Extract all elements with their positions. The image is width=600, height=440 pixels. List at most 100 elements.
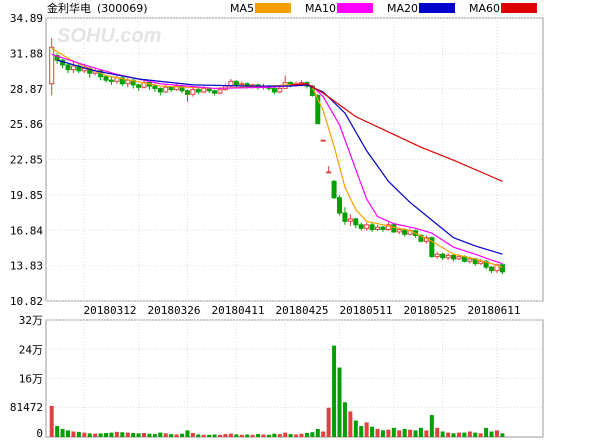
volume-bar bbox=[196, 434, 201, 437]
volume-bar bbox=[98, 433, 103, 437]
legend-swatch-ma10 bbox=[337, 3, 373, 13]
volume-bar bbox=[494, 430, 499, 437]
volume-bar bbox=[332, 345, 337, 437]
price-tick-label: 10.82 bbox=[10, 295, 43, 308]
volume-bar bbox=[413, 430, 418, 437]
volume-bar bbox=[152, 434, 157, 437]
volume-bar bbox=[500, 433, 505, 437]
volume-bar bbox=[342, 402, 347, 437]
volume-bar bbox=[446, 432, 451, 437]
volume-bar bbox=[158, 432, 163, 437]
volume-bar bbox=[462, 432, 467, 437]
volume-bar bbox=[364, 422, 369, 437]
volume-axis: 32万 24万 16万 81472 0 bbox=[10, 314, 43, 440]
volume-bar bbox=[304, 432, 309, 437]
volume-bar bbox=[451, 433, 456, 437]
candle-body bbox=[326, 171, 332, 174]
volume-tick-label: 32万 bbox=[19, 314, 43, 327]
volume-bar bbox=[234, 434, 239, 437]
candle-body bbox=[201, 87, 207, 93]
volume-bar bbox=[180, 433, 185, 437]
price-tick-label: 34.89 bbox=[10, 12, 43, 25]
price-tick-label: 19.85 bbox=[10, 189, 43, 202]
candle-body bbox=[125, 79, 131, 85]
candle-body bbox=[315, 94, 321, 125]
legend-label-ma20: MA20 bbox=[387, 2, 418, 15]
volume-bar bbox=[408, 429, 413, 437]
candle-body bbox=[451, 254, 457, 260]
volume-bar bbox=[93, 433, 98, 437]
volume-bar bbox=[212, 434, 217, 437]
candle-body bbox=[364, 224, 370, 229]
volume-bar bbox=[283, 432, 288, 437]
candle-body bbox=[353, 218, 359, 226]
volume-bar bbox=[142, 432, 147, 437]
volume-bar bbox=[435, 427, 440, 437]
candle-body bbox=[108, 79, 114, 82]
volume-bar bbox=[131, 432, 136, 437]
candle-body bbox=[70, 65, 76, 71]
price-tick-label: 31.88 bbox=[10, 47, 43, 60]
candle-body bbox=[380, 226, 386, 231]
candle-body bbox=[103, 76, 109, 81]
volume-bar bbox=[337, 367, 342, 437]
legend: MA5 MA10 MA20 MA60 bbox=[230, 2, 537, 15]
legend-swatch-ma5 bbox=[255, 3, 291, 13]
candle-body bbox=[440, 253, 446, 259]
watermark: SOHU.com bbox=[57, 25, 161, 47]
volume-bar bbox=[228, 433, 233, 437]
date-label: 20180312 bbox=[84, 304, 137, 317]
volume-bar bbox=[49, 405, 54, 437]
candle-body bbox=[375, 226, 381, 231]
date-axis: 20180312 20180326 20180411 20180425 20180511… bbox=[84, 304, 521, 317]
date-label: 20180525 bbox=[404, 304, 457, 317]
volume-bar bbox=[277, 434, 282, 437]
candle-body bbox=[467, 258, 473, 262]
volume-bar bbox=[201, 434, 206, 437]
date-label: 20180326 bbox=[148, 304, 201, 317]
volume-bar bbox=[348, 411, 353, 437]
candle-body bbox=[119, 77, 125, 85]
volume-tick-label: 0 bbox=[36, 427, 43, 440]
candles bbox=[49, 37, 505, 275]
volume-bar bbox=[207, 434, 212, 437]
volume-bar bbox=[174, 434, 179, 437]
legend-label-ma10: MA10 bbox=[305, 2, 336, 15]
candle-body bbox=[499, 264, 505, 273]
volume-bar bbox=[60, 428, 65, 437]
date-label: 20180611 bbox=[468, 304, 521, 317]
candle-body bbox=[65, 64, 71, 71]
volume-panel bbox=[45, 319, 544, 438]
candle-body bbox=[152, 85, 158, 89]
price-tick-label: 22.85 bbox=[10, 154, 43, 167]
candle-body bbox=[212, 90, 218, 94]
legend-swatch-ma60 bbox=[501, 3, 537, 13]
candle-body bbox=[217, 89, 223, 94]
volume-bar bbox=[473, 432, 478, 437]
candle-body bbox=[489, 266, 495, 272]
candle-body bbox=[456, 256, 462, 260]
candle-body bbox=[233, 80, 239, 86]
volume-bar bbox=[185, 430, 190, 437]
legend-label-ma5: MA5 bbox=[230, 2, 254, 15]
ma-line-ma20 bbox=[56, 59, 503, 255]
date-label: 20180411 bbox=[212, 304, 265, 317]
volume-bar bbox=[87, 433, 92, 437]
candle-body bbox=[429, 237, 435, 258]
candle-body bbox=[342, 212, 348, 222]
volume-bar bbox=[321, 431, 326, 437]
volume-bar bbox=[375, 428, 380, 437]
price-tick-label: 16.84 bbox=[10, 224, 43, 237]
candle-body bbox=[81, 67, 87, 72]
date-label: 20180425 bbox=[276, 304, 329, 317]
volume-bar bbox=[136, 433, 141, 437]
volume-bar bbox=[397, 430, 402, 437]
volume-tick-label: 81472 bbox=[10, 401, 43, 414]
candle-body bbox=[396, 229, 402, 233]
volume-bar bbox=[147, 433, 152, 437]
candle-body bbox=[358, 224, 364, 229]
volume-bar bbox=[429, 415, 434, 437]
candle-body bbox=[434, 253, 440, 258]
volume-bar bbox=[386, 429, 391, 437]
